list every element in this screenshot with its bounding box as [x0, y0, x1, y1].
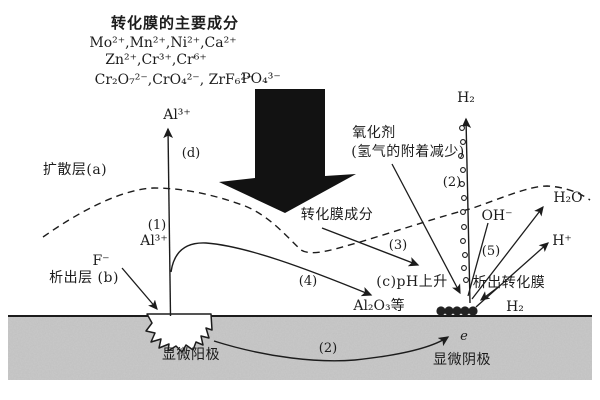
h2-bubbles	[458, 125, 469, 283]
step-3-label: (3)	[389, 238, 407, 253]
diffusion-layer-label: 扩散层(a)	[43, 162, 107, 178]
composition-title: 转化膜的主要成分	[111, 14, 239, 32]
hydrogen-bubble-column	[458, 117, 472, 304]
step-4-label: (4)	[299, 274, 317, 289]
step-5-label: (5)	[482, 244, 500, 259]
big-down-arrow	[219, 89, 356, 213]
precipitation-layer-label: 析出层 (b)	[49, 270, 119, 286]
anode-pit	[145, 313, 213, 353]
metal-substrate	[8, 315, 592, 380]
h2o-arrow	[471, 205, 544, 300]
water-label: H₂O	[553, 190, 582, 206]
oxidant-label: 氧化剂	[352, 125, 396, 141]
al-ion-top-label: Al³⁺	[162, 107, 191, 123]
film-deposit-arrow	[479, 287, 498, 301]
fluoride-arrow	[121, 267, 158, 310]
hydrogen-top-label: H₂	[457, 90, 475, 106]
h2-evolution-arrow	[461, 117, 472, 304]
step-2-electron-label: (2)	[319, 341, 337, 356]
step-d-label: (d)	[182, 146, 200, 161]
step-2-gas-label: (2)	[443, 175, 461, 190]
diffusion-boundary-dashed-line	[42, 185, 591, 254]
step-1-label: (1)	[148, 218, 166, 233]
micro-cathode-label: 显微阴极	[433, 352, 491, 368]
hydroxide-label: OH⁻	[481, 208, 512, 224]
ph-rise-label: (c)pH上升	[376, 274, 447, 290]
composition-ions-3: Cr₂O₇²⁻,CrO₄²⁻, ZrF₆²⁻	[95, 72, 254, 88]
proton-label: H⁺	[552, 233, 572, 249]
oxidant-note-label: (氢气的附着减少)	[351, 144, 464, 160]
film-component-label: 转化膜成分	[301, 207, 374, 223]
step4-curve-arrow	[170, 242, 373, 297]
electron-path-arrow	[213, 336, 450, 362]
composition-ions-2: Zn²⁺,Cr³⁺,Cr⁶⁺	[105, 52, 206, 68]
step3-arrow	[321, 227, 420, 267]
composition-block: 转化膜的主要成分 Mo²⁺,Mn²⁺,Ni²⁺,Ca²⁺ Zn²⁺,Cr³⁺,C…	[89, 14, 253, 88]
oxidant-arrow	[391, 163, 461, 295]
fluoride-label: F⁻	[92, 253, 109, 269]
composition-ions-1: Mo²⁺,Mn²⁺,Ni²⁺,Ca²⁺	[89, 35, 236, 51]
substrate-texture	[8, 316, 592, 380]
micro-anode-label: 显微阳极	[162, 347, 220, 363]
precipitated-film-label: 析出转化膜	[473, 275, 546, 291]
phosphate-label: PO₄³⁻	[241, 71, 281, 87]
alumina-label: Al₂O₃等	[352, 297, 404, 314]
hydrogen-surface-label: H₂	[506, 299, 524, 315]
conversion-film-dots	[436, 306, 478, 316]
al-ion-arrow	[163, 127, 174, 317]
hydroxide-line	[467, 222, 489, 297]
al-ion-mid-label: Al³⁺	[139, 233, 168, 249]
electron-label: e	[460, 329, 468, 344]
